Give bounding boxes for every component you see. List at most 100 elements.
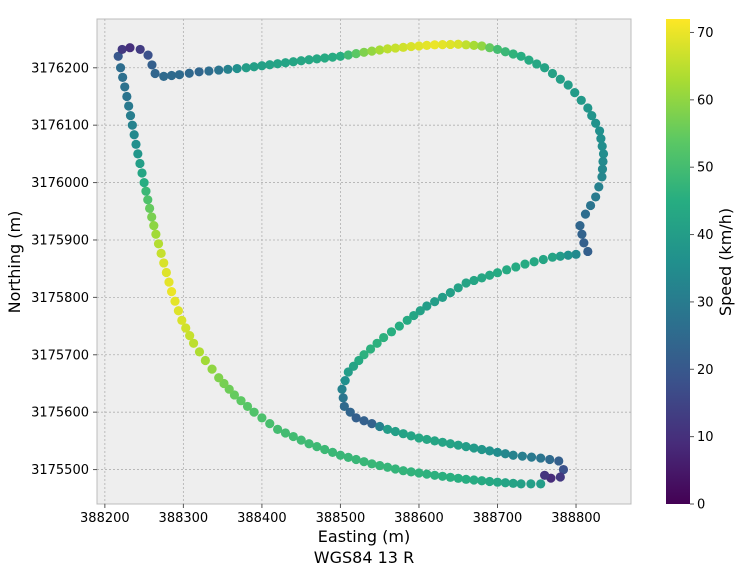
x-tick-label: 388200 [80,511,130,526]
track-point [117,44,127,55]
track-point [143,50,153,60]
track-point [127,120,137,130]
track-point [430,297,440,307]
track-point [159,71,169,81]
track-point [223,64,233,74]
track-point [312,54,322,64]
track-point [597,141,607,151]
track-point [304,55,314,65]
track-point [529,257,539,267]
track-point [137,168,147,178]
track-point [367,459,377,469]
track-point [524,55,534,65]
track-point [120,82,130,92]
track-point [596,133,606,144]
track-point [500,47,510,57]
track-point [545,454,555,465]
track-point [394,321,404,331]
track-point [335,51,346,61]
track-point [194,347,205,357]
track-point [184,68,194,78]
track-point [296,435,306,445]
x-tick-label: 388500 [316,511,366,526]
colorbar-tick-label: 0 [697,498,705,513]
track-point [273,424,283,434]
track-point [406,431,416,441]
track-point [145,203,155,214]
track-point [214,373,224,383]
track-point [415,306,425,316]
track-point [414,433,424,443]
track-point [149,221,159,231]
track-point [583,246,593,257]
y-tick-label: 3176200 [31,61,89,76]
track-point [430,436,440,446]
track-point [351,49,361,59]
track-point [153,239,164,249]
track-point [359,416,369,426]
track-point [469,40,479,51]
track-point [579,238,589,248]
colorbar-ticks: 0 10 20 30 40 50 60 70 [690,26,714,513]
track-point [536,479,546,489]
track-point [422,40,432,51]
track-point [453,283,463,293]
track-point [453,473,463,483]
track-point [265,60,275,70]
track-point [390,43,401,53]
track-point [445,39,455,50]
track-point [288,431,298,442]
points-layer [113,39,609,489]
track-point [571,249,581,259]
track-point [159,258,169,268]
track-point [398,429,408,439]
track-point [390,426,401,437]
y-tick-label: 3175600 [31,406,89,421]
track-point [445,287,455,298]
track-point [398,466,408,476]
y-axis-label: Northing (m) [5,211,24,314]
track-point [414,41,424,51]
track-point [430,40,440,50]
track-point [492,268,503,278]
track-point [538,254,548,265]
track-point [477,476,487,486]
track-point [445,439,455,449]
track-point [147,212,157,222]
track-point [382,424,393,434]
track-point [598,156,608,167]
track-point [594,126,605,136]
track-point [351,413,361,423]
track-point [320,53,330,63]
track-point [422,469,432,479]
track-point [135,158,145,169]
track-point [563,80,573,90]
track-point [147,60,157,70]
x-tick-label: 388700 [473,511,523,526]
track-point [118,72,128,82]
track-point [591,118,601,128]
y-tick-label: 3175700 [31,348,89,363]
track-point [359,47,369,57]
track-point [492,447,503,457]
y-axis-ticks: 3175500 3175600 3175700 3175800 3175900 31760… [31,61,97,478]
colorbar-tick-label: 20 [697,363,714,378]
track-point [150,68,160,79]
track-point [540,470,550,480]
track-point [382,44,393,54]
track-point [508,450,518,460]
track-point [591,192,601,202]
track-point [585,200,596,211]
track-point [526,452,537,462]
track-point [185,331,195,341]
track-point [343,50,353,60]
track-point [508,49,518,59]
track-point [174,70,185,80]
track-point [335,450,346,460]
track-point [375,45,385,55]
colorbar-tick-label: 70 [697,26,714,41]
track-point [516,51,526,61]
track-point [143,195,153,205]
track-point [327,447,338,457]
track-point [580,209,591,219]
